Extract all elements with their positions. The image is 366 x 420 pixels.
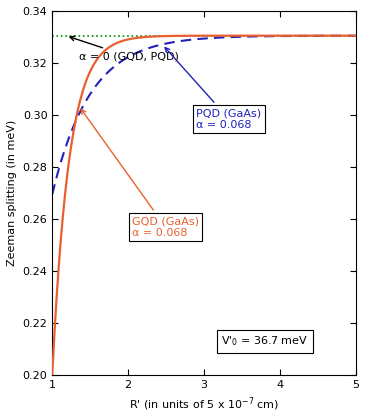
Text: V$'_0$ = 36.7 meV: V$'_0$ = 36.7 meV xyxy=(221,334,308,348)
Text: GQD (GaAs)
α = 0.068: GQD (GaAs) α = 0.068 xyxy=(81,110,199,238)
X-axis label: R' (in units of 5 x 10$^{-7}$ cm): R' (in units of 5 x 10$^{-7}$ cm) xyxy=(129,396,279,413)
Y-axis label: Zeeman splitting (in meV): Zeeman splitting (in meV) xyxy=(7,120,17,266)
Text: PQD (GaAs)
α = 0.068: PQD (GaAs) α = 0.068 xyxy=(165,47,261,130)
Text: α = 0 (GQD, PQD): α = 0 (GQD, PQD) xyxy=(70,36,179,61)
